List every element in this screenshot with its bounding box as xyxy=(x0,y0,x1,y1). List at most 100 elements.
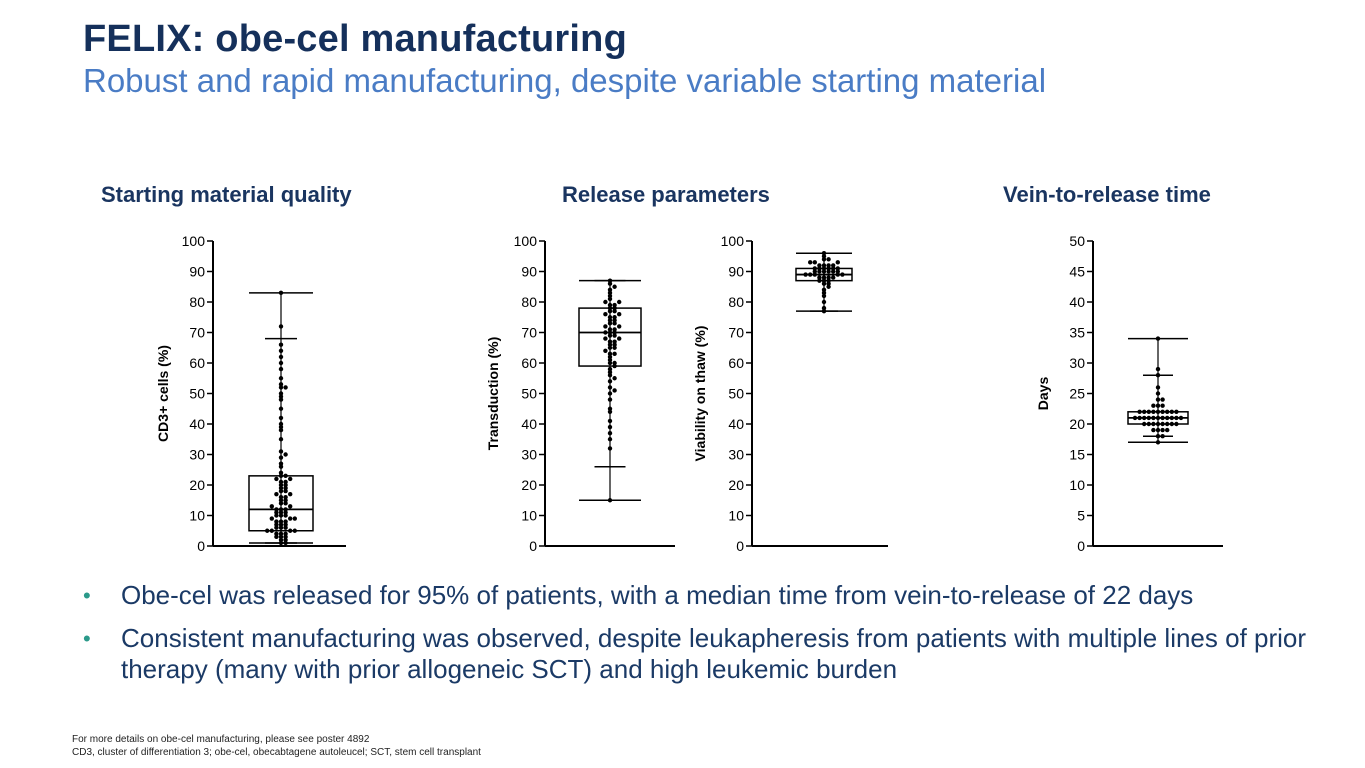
data-point xyxy=(265,528,270,533)
data-point xyxy=(835,266,840,271)
data-point xyxy=(1160,434,1165,439)
data-point xyxy=(1146,421,1152,427)
y-tick-label: 80 xyxy=(189,294,205,310)
y-tick-label: 10 xyxy=(1069,477,1085,493)
data-point xyxy=(283,498,288,503)
section-title-vein: Vein-to-release time xyxy=(1003,182,1211,207)
data-point xyxy=(607,345,613,350)
data-point xyxy=(278,507,284,512)
data-point xyxy=(821,308,827,314)
data-point xyxy=(1155,440,1161,445)
y-tick-label: 30 xyxy=(521,447,537,463)
data-point xyxy=(283,519,288,524)
data-point xyxy=(617,299,622,305)
y-tick-label: 60 xyxy=(189,355,205,371)
data-point xyxy=(278,461,284,466)
data-point xyxy=(607,354,613,360)
data-point xyxy=(821,290,827,296)
data-point xyxy=(821,278,827,283)
data-point xyxy=(812,272,817,277)
y-tick-label: 90 xyxy=(521,264,537,280)
data-point xyxy=(278,479,284,485)
data-point xyxy=(1155,391,1161,396)
data-point xyxy=(283,522,288,527)
data-point xyxy=(607,397,613,402)
data-point xyxy=(607,409,613,414)
y-tick-label: 20 xyxy=(728,477,744,493)
data-point xyxy=(831,269,836,274)
data-point xyxy=(1137,409,1142,414)
y-tick-label: 80 xyxy=(521,294,537,310)
page-subtitle: Robust and rapid manufacturing, despite … xyxy=(83,62,1047,99)
data-point xyxy=(607,278,613,283)
footnotes: For more details on obe-cel manufacturin… xyxy=(72,733,481,759)
y-tick-label: 40 xyxy=(189,416,205,432)
data-point xyxy=(817,269,822,274)
data-point xyxy=(1155,434,1161,439)
data-point xyxy=(607,327,613,332)
data-point xyxy=(1151,415,1156,421)
data-point xyxy=(1155,427,1161,433)
data-point xyxy=(288,528,293,533)
data-point xyxy=(607,424,613,430)
data-point xyxy=(283,501,288,506)
data-point xyxy=(612,284,617,289)
data-point xyxy=(283,482,288,488)
data-point xyxy=(821,305,827,311)
data-point xyxy=(283,531,288,536)
data-point xyxy=(292,528,297,533)
data-point xyxy=(831,266,836,271)
data-point xyxy=(612,330,617,335)
data-point xyxy=(283,485,288,491)
data-point xyxy=(603,336,608,341)
data-point xyxy=(808,260,813,265)
data-point xyxy=(288,504,293,509)
y-tick-label: 40 xyxy=(728,416,744,432)
data-point xyxy=(821,257,827,262)
data-point xyxy=(278,495,284,500)
data-point xyxy=(607,321,613,326)
data-point xyxy=(283,534,288,540)
data-point xyxy=(835,272,840,277)
data-point xyxy=(607,302,613,308)
y-tick-label: 50 xyxy=(728,386,744,402)
data-point xyxy=(278,540,284,546)
chart-3: 0 10 20 30 40 50 60 70 80 90 100 Viability on thaw … xyxy=(692,233,888,554)
y-tick-label: 25 xyxy=(1069,386,1085,402)
y-tick-label: 90 xyxy=(189,264,205,280)
data-point xyxy=(612,315,617,320)
data-point xyxy=(607,290,613,296)
data-point xyxy=(278,510,284,515)
data-point xyxy=(612,333,617,338)
data-point xyxy=(607,437,613,442)
data-point xyxy=(821,275,827,280)
data-point xyxy=(831,263,836,268)
data-point xyxy=(1155,397,1161,402)
data-point xyxy=(283,525,288,530)
data-point xyxy=(826,266,831,271)
data-point xyxy=(817,275,822,280)
data-point xyxy=(274,531,279,536)
data-point xyxy=(1160,421,1165,427)
footnote-line: For more details on obe-cel manufacturin… xyxy=(72,734,370,745)
data-point xyxy=(607,391,613,396)
data-point xyxy=(278,485,284,491)
data-point xyxy=(817,266,822,271)
data-point xyxy=(603,299,608,305)
data-point xyxy=(278,385,284,390)
data-point xyxy=(278,406,284,411)
data-point xyxy=(607,366,613,372)
y-tick-label: 100 xyxy=(514,233,538,249)
data-point xyxy=(826,278,831,283)
data-point xyxy=(1142,421,1147,427)
data-point xyxy=(821,287,827,292)
y-tick-label: 15 xyxy=(1069,447,1085,463)
data-point xyxy=(283,473,288,479)
data-point xyxy=(812,269,817,274)
data-point xyxy=(274,491,279,497)
data-point xyxy=(269,516,274,521)
data-point xyxy=(278,501,284,506)
data-point xyxy=(1142,415,1147,421)
data-point xyxy=(603,348,608,353)
data-point xyxy=(283,513,288,518)
